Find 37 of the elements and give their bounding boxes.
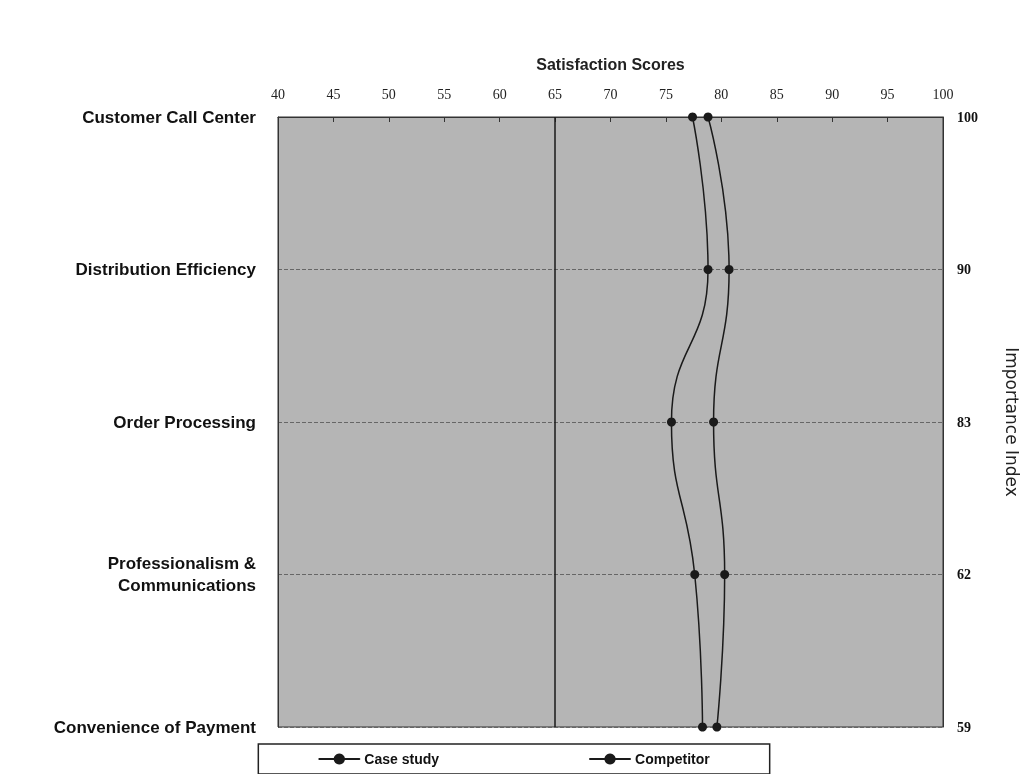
point <box>698 722 707 732</box>
x-tick-label: 40 <box>271 86 285 102</box>
point <box>720 570 730 579</box>
point <box>703 112 713 122</box>
x-tick-label: 50 <box>381 86 396 102</box>
x-tick-label: 60 <box>492 86 507 102</box>
y-tick-label: Customer Call Center <box>82 107 257 127</box>
x-tick-label: 90 <box>825 86 840 102</box>
x-tick-label: 55 <box>437 86 452 102</box>
x-tick-label: 95 <box>880 86 895 102</box>
x-tick-label: 70 <box>603 86 618 102</box>
point <box>703 265 713 274</box>
legend-label: Case study <box>364 751 440 767</box>
legend-label: Competitor <box>635 751 711 767</box>
text: 100 <box>957 109 978 125</box>
point <box>709 417 719 427</box>
x-tick-label: 65 <box>548 86 563 102</box>
point <box>724 265 734 274</box>
point <box>666 417 676 427</box>
x-tick-label: 45 <box>326 86 341 102</box>
x-axis-title: Satisfaction Scores <box>536 55 685 73</box>
x-tick-label: 85 <box>769 86 784 102</box>
x-tick-label: 80 <box>714 86 729 102</box>
text: 83 <box>957 414 971 430</box>
point <box>712 722 722 732</box>
x-tick-label: 75 <box>658 86 673 102</box>
y-tick-label: Order Processing <box>113 412 256 432</box>
text: 90 <box>957 262 971 277</box>
text: 62 <box>957 567 971 582</box>
y2-axis-title: Importance Index <box>1001 347 1022 497</box>
text: 59 <box>957 719 971 735</box>
point <box>690 570 700 579</box>
y-tick-label: Convenience of Payment <box>53 717 257 737</box>
point <box>688 112 698 122</box>
y-tick-label: Distribution Efficiency <box>75 260 257 279</box>
y-tick-label: Professionalism & Communications <box>107 554 256 595</box>
x-tick-label: 100 <box>932 86 954 102</box>
